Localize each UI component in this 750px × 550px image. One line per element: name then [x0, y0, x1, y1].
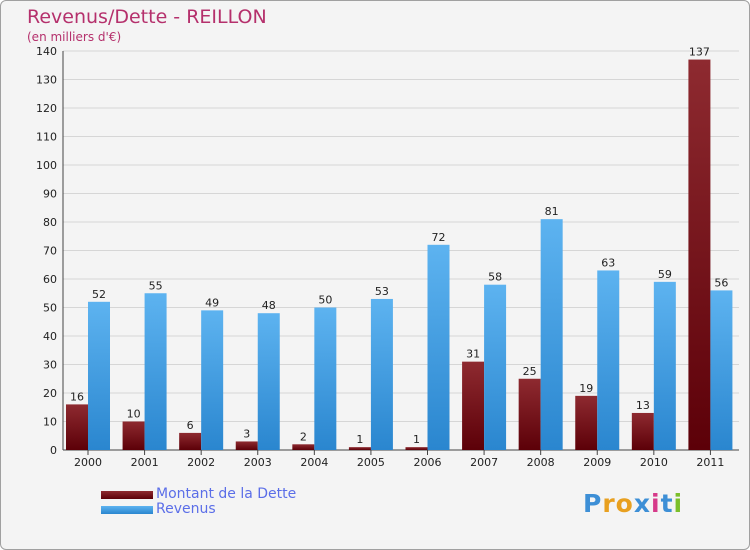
- legend-label-debt: Montant de la Dette: [156, 486, 297, 502]
- label-dette: 10: [127, 408, 141, 421]
- bar-revenus: [427, 244, 450, 450]
- bar-dette: [66, 404, 88, 450]
- y-tick-label: 100: [36, 159, 57, 172]
- bar-revenus: [597, 270, 620, 450]
- y-tick-label: 120: [36, 102, 57, 115]
- bar-dette: [631, 412, 654, 450]
- y-tick-label: 140: [36, 45, 57, 58]
- y-tick-label: 60: [43, 273, 57, 286]
- label-dette: 1: [413, 433, 420, 446]
- logo-letter: P: [583, 489, 603, 518]
- bar-revenus: [710, 290, 733, 450]
- proxiti-logo: Proxiti: [583, 489, 683, 518]
- bar-dette: [405, 447, 428, 450]
- x-tick-label: 2003: [244, 456, 272, 469]
- label-dette: 25: [523, 365, 537, 378]
- y-tick-label: 0: [50, 444, 57, 457]
- logo-letter: t: [660, 489, 674, 518]
- y-tick-label: 70: [43, 245, 57, 258]
- x-tick-label: 2008: [527, 456, 555, 469]
- label-dette: 16: [70, 390, 84, 403]
- bar-dette: [518, 378, 541, 450]
- y-tick-label: 30: [43, 359, 57, 372]
- bar-revenus: [370, 298, 393, 450]
- y-tick-label: 10: [43, 416, 57, 429]
- logo-letter: i: [673, 489, 684, 518]
- label-dette: 6: [187, 419, 194, 432]
- bar-revenus: [144, 293, 167, 450]
- x-tick-label: 2004: [300, 456, 328, 469]
- label-revenus: 55: [149, 279, 163, 292]
- label-dette: 19: [579, 382, 593, 395]
- y-tick-label: 20: [43, 387, 57, 400]
- bar-revenus: [88, 301, 110, 450]
- bar-revenus: [314, 307, 337, 450]
- bar-revenus: [201, 310, 224, 450]
- label-revenus: 50: [318, 294, 332, 307]
- label-revenus: 52: [92, 288, 106, 301]
- chart-unit-label: (en milliers d'€): [27, 30, 122, 44]
- label-dette: 13: [636, 399, 650, 412]
- bar-revenus: [257, 313, 280, 450]
- bar-revenus: [653, 281, 676, 450]
- label-revenus: 48: [262, 299, 276, 312]
- label-dette: 2: [300, 430, 307, 443]
- logo-letter: o: [615, 489, 634, 518]
- logo-letter: r: [602, 489, 616, 518]
- x-tick-label: 2006: [414, 456, 442, 469]
- x-tick-label: 2005: [357, 456, 385, 469]
- label-revenus: 63: [601, 256, 615, 269]
- label-dette: 137: [689, 46, 710, 59]
- x-tick-label: 2002: [187, 456, 215, 469]
- x-tick-label: 2010: [640, 456, 668, 469]
- y-tick-label: 40: [43, 330, 57, 343]
- legend-swatch-debt: [101, 491, 153, 499]
- bar-dette: [348, 447, 371, 450]
- bar-dette: [575, 395, 598, 450]
- y-tick-label: 90: [43, 188, 57, 201]
- bar-dette: [688, 59, 711, 451]
- bar-dette: [122, 421, 145, 450]
- chart-title: Revenus/Dette - REILLON: [27, 6, 267, 28]
- label-dette: 31: [466, 348, 480, 361]
- bar-dette: [179, 432, 202, 450]
- bar-dette: [292, 444, 315, 450]
- x-tick-label: 2000: [74, 456, 102, 469]
- y-tick-label: 80: [43, 216, 57, 229]
- legend-label-revenus: Revenus: [156, 501, 216, 517]
- label-revenus: 81: [545, 205, 559, 218]
- label-revenus: 72: [432, 231, 446, 244]
- x-tick-label: 2001: [131, 456, 159, 469]
- label-revenus: 53: [375, 285, 389, 298]
- x-tick-label: 2009: [583, 456, 611, 469]
- x-tick-label: 2011: [696, 456, 724, 469]
- label-revenus: 59: [658, 268, 672, 281]
- logo-letter: x: [633, 489, 651, 518]
- bar-dette: [462, 361, 485, 450]
- y-tick-label: 130: [36, 74, 57, 87]
- bar-revenus: [484, 284, 507, 450]
- x-tick-label: 2007: [470, 456, 498, 469]
- label-revenus: 56: [714, 276, 728, 289]
- label-revenus: 58: [488, 271, 502, 284]
- y-tick-label: 110: [36, 131, 57, 144]
- bar-revenus: [540, 219, 563, 450]
- label-dette: 3: [243, 427, 250, 440]
- label-revenus: 49: [205, 296, 219, 309]
- legend-swatch-revenus: [101, 506, 153, 514]
- bar-dette: [235, 441, 258, 450]
- label-dette: 1: [356, 433, 363, 446]
- logo-letter: i: [651, 489, 661, 518]
- y-tick-label: 50: [43, 302, 57, 315]
